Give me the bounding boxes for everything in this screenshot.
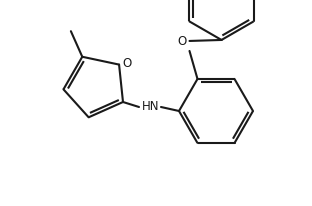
Text: O: O xyxy=(122,57,131,70)
Text: HN: HN xyxy=(142,100,160,113)
Text: O: O xyxy=(177,35,186,48)
